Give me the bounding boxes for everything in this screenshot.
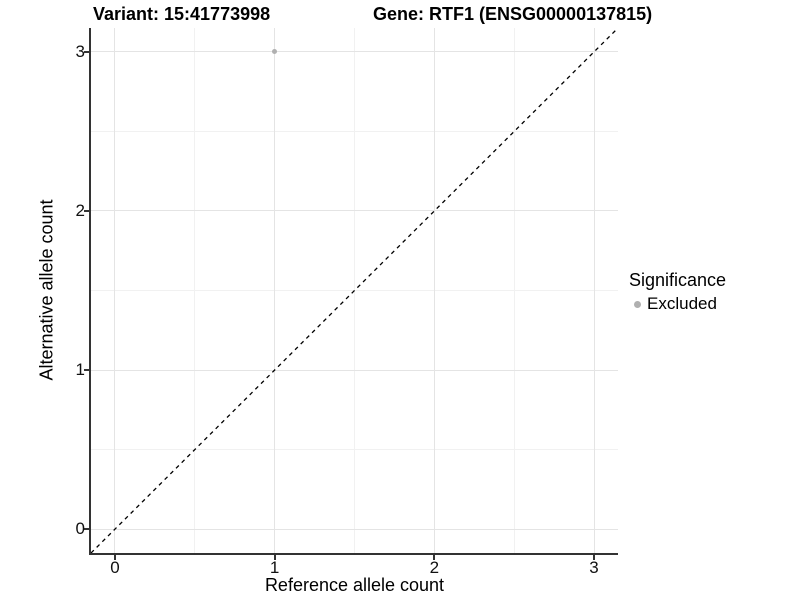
variant-title: Variant: 15:41773998 (93, 4, 271, 24)
x-tick-mark (433, 555, 436, 560)
y-tick-mark (84, 528, 89, 531)
y-major-gridline (91, 51, 618, 53)
y-tick-label: 1 (75, 360, 85, 380)
y-tick-label: 3 (75, 41, 85, 61)
y-major-gridline (91, 369, 618, 371)
x-axis-title: Reference allele count (264, 575, 445, 595)
x-major-gridline (114, 28, 116, 553)
y-major-gridline (91, 210, 618, 212)
gene-title: Gene: RTF1 (ENSG00000137815) (373, 4, 653, 24)
y-minor-gridline (91, 130, 618, 132)
y-axis-title: Alternative allele count (36, 199, 57, 381)
y-minor-gridline (91, 449, 618, 451)
y-tick-mark (84, 369, 89, 372)
legend: Significance Excluded (629, 270, 726, 314)
y-tick-label: 2 (75, 200, 85, 220)
x-tick-label: 1 (269, 558, 280, 577)
plot-panel (91, 28, 618, 553)
y-tick-mark (84, 50, 89, 53)
x-major-gridline (433, 28, 435, 553)
x-tick-label: 0 (110, 558, 120, 577)
x-tick-mark (273, 555, 276, 560)
x-tick-mark (113, 555, 116, 560)
legend-items: Excluded (629, 294, 726, 314)
legend-item: Excluded (629, 294, 726, 314)
legend-key-dot-icon (634, 300, 641, 308)
y-tick-label: 0 (75, 519, 85, 539)
x-major-gridline (274, 28, 276, 553)
x-major-gridline (593, 28, 595, 553)
y-axis-line (89, 28, 91, 555)
legend-item-label: Excluded (647, 294, 717, 313)
x-tick-label: 3 (589, 558, 599, 577)
x-tick-mark (593, 555, 596, 560)
x-tick-label: 2 (429, 558, 440, 577)
y-tick-mark (84, 209, 89, 212)
data-point (272, 49, 278, 55)
legend-title: Significance (629, 270, 727, 290)
y-major-gridline (91, 528, 618, 530)
x-axis-line (89, 553, 618, 555)
identity-line-svg (91, 28, 618, 553)
